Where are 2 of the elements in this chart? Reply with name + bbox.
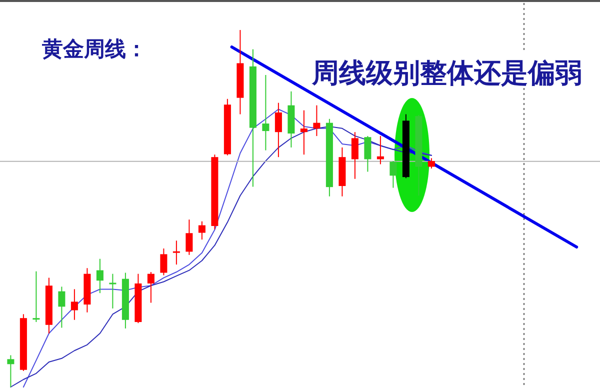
annotation: 周线级别整体还是偏弱 [311,58,582,89]
chart-title: 黄金周线： [41,36,147,61]
